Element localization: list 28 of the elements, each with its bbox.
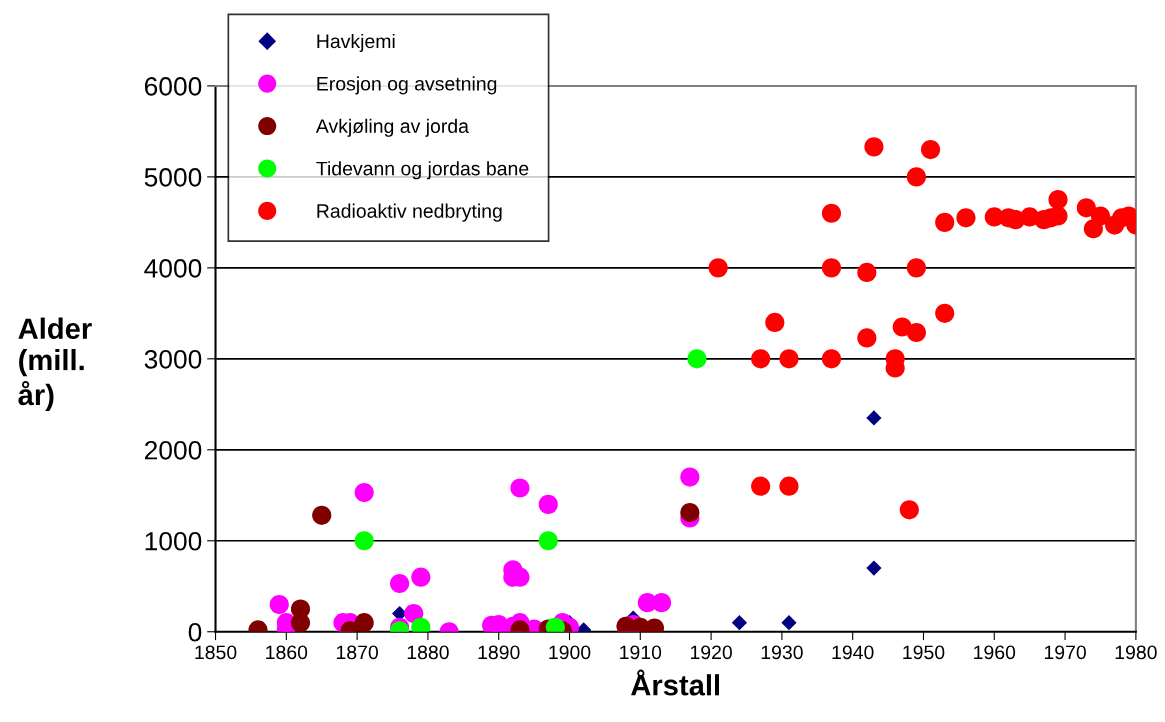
x-tick-label: 1900 bbox=[549, 645, 591, 660]
x-tick-label: 1980 bbox=[1115, 645, 1157, 660]
y-tick-label: 0 bbox=[188, 622, 202, 642]
legend-label: Tidevann og jordas bane bbox=[316, 161, 529, 180]
y-tick-label: 3000 bbox=[144, 349, 202, 369]
x-tick-label: 1930 bbox=[761, 645, 803, 660]
x-tick-label: 1860 bbox=[266, 645, 308, 660]
x-tick-label: 1850 bbox=[195, 645, 237, 660]
x-tick-label: 1880 bbox=[407, 645, 449, 660]
y-tick-label: 6000 bbox=[144, 77, 202, 96]
legend-label: Erosjon og avsetning bbox=[317, 76, 497, 95]
y-tick-label: 4000 bbox=[144, 259, 202, 278]
legend-label: Havkjemi bbox=[317, 33, 395, 53]
x-axis-title: Årstall bbox=[631, 669, 720, 696]
x-tick-label: 1920 bbox=[690, 645, 732, 660]
y-axis-title: Alder (mill. år) bbox=[18, 317, 92, 412]
y-tick-label: 5000 bbox=[144, 168, 202, 187]
legend-label: Avkjøling av jorda bbox=[315, 118, 469, 137]
x-tick-label: 1970 bbox=[1044, 645, 1086, 660]
x-tick-label: 1960 bbox=[974, 645, 1016, 660]
x-tick-label: 1910 bbox=[620, 645, 662, 660]
y-tick-label: 1000 bbox=[145, 531, 202, 551]
x-tick-label: 1950 bbox=[903, 645, 945, 660]
y-tick-label: 2000 bbox=[144, 440, 202, 460]
x-tick-label: 1940 bbox=[832, 645, 874, 660]
x-tick-label: 1870 bbox=[336, 645, 378, 660]
legend-label: Radioaktiv nedbryting bbox=[317, 203, 502, 222]
x-tick-label: 1890 bbox=[478, 645, 520, 660]
